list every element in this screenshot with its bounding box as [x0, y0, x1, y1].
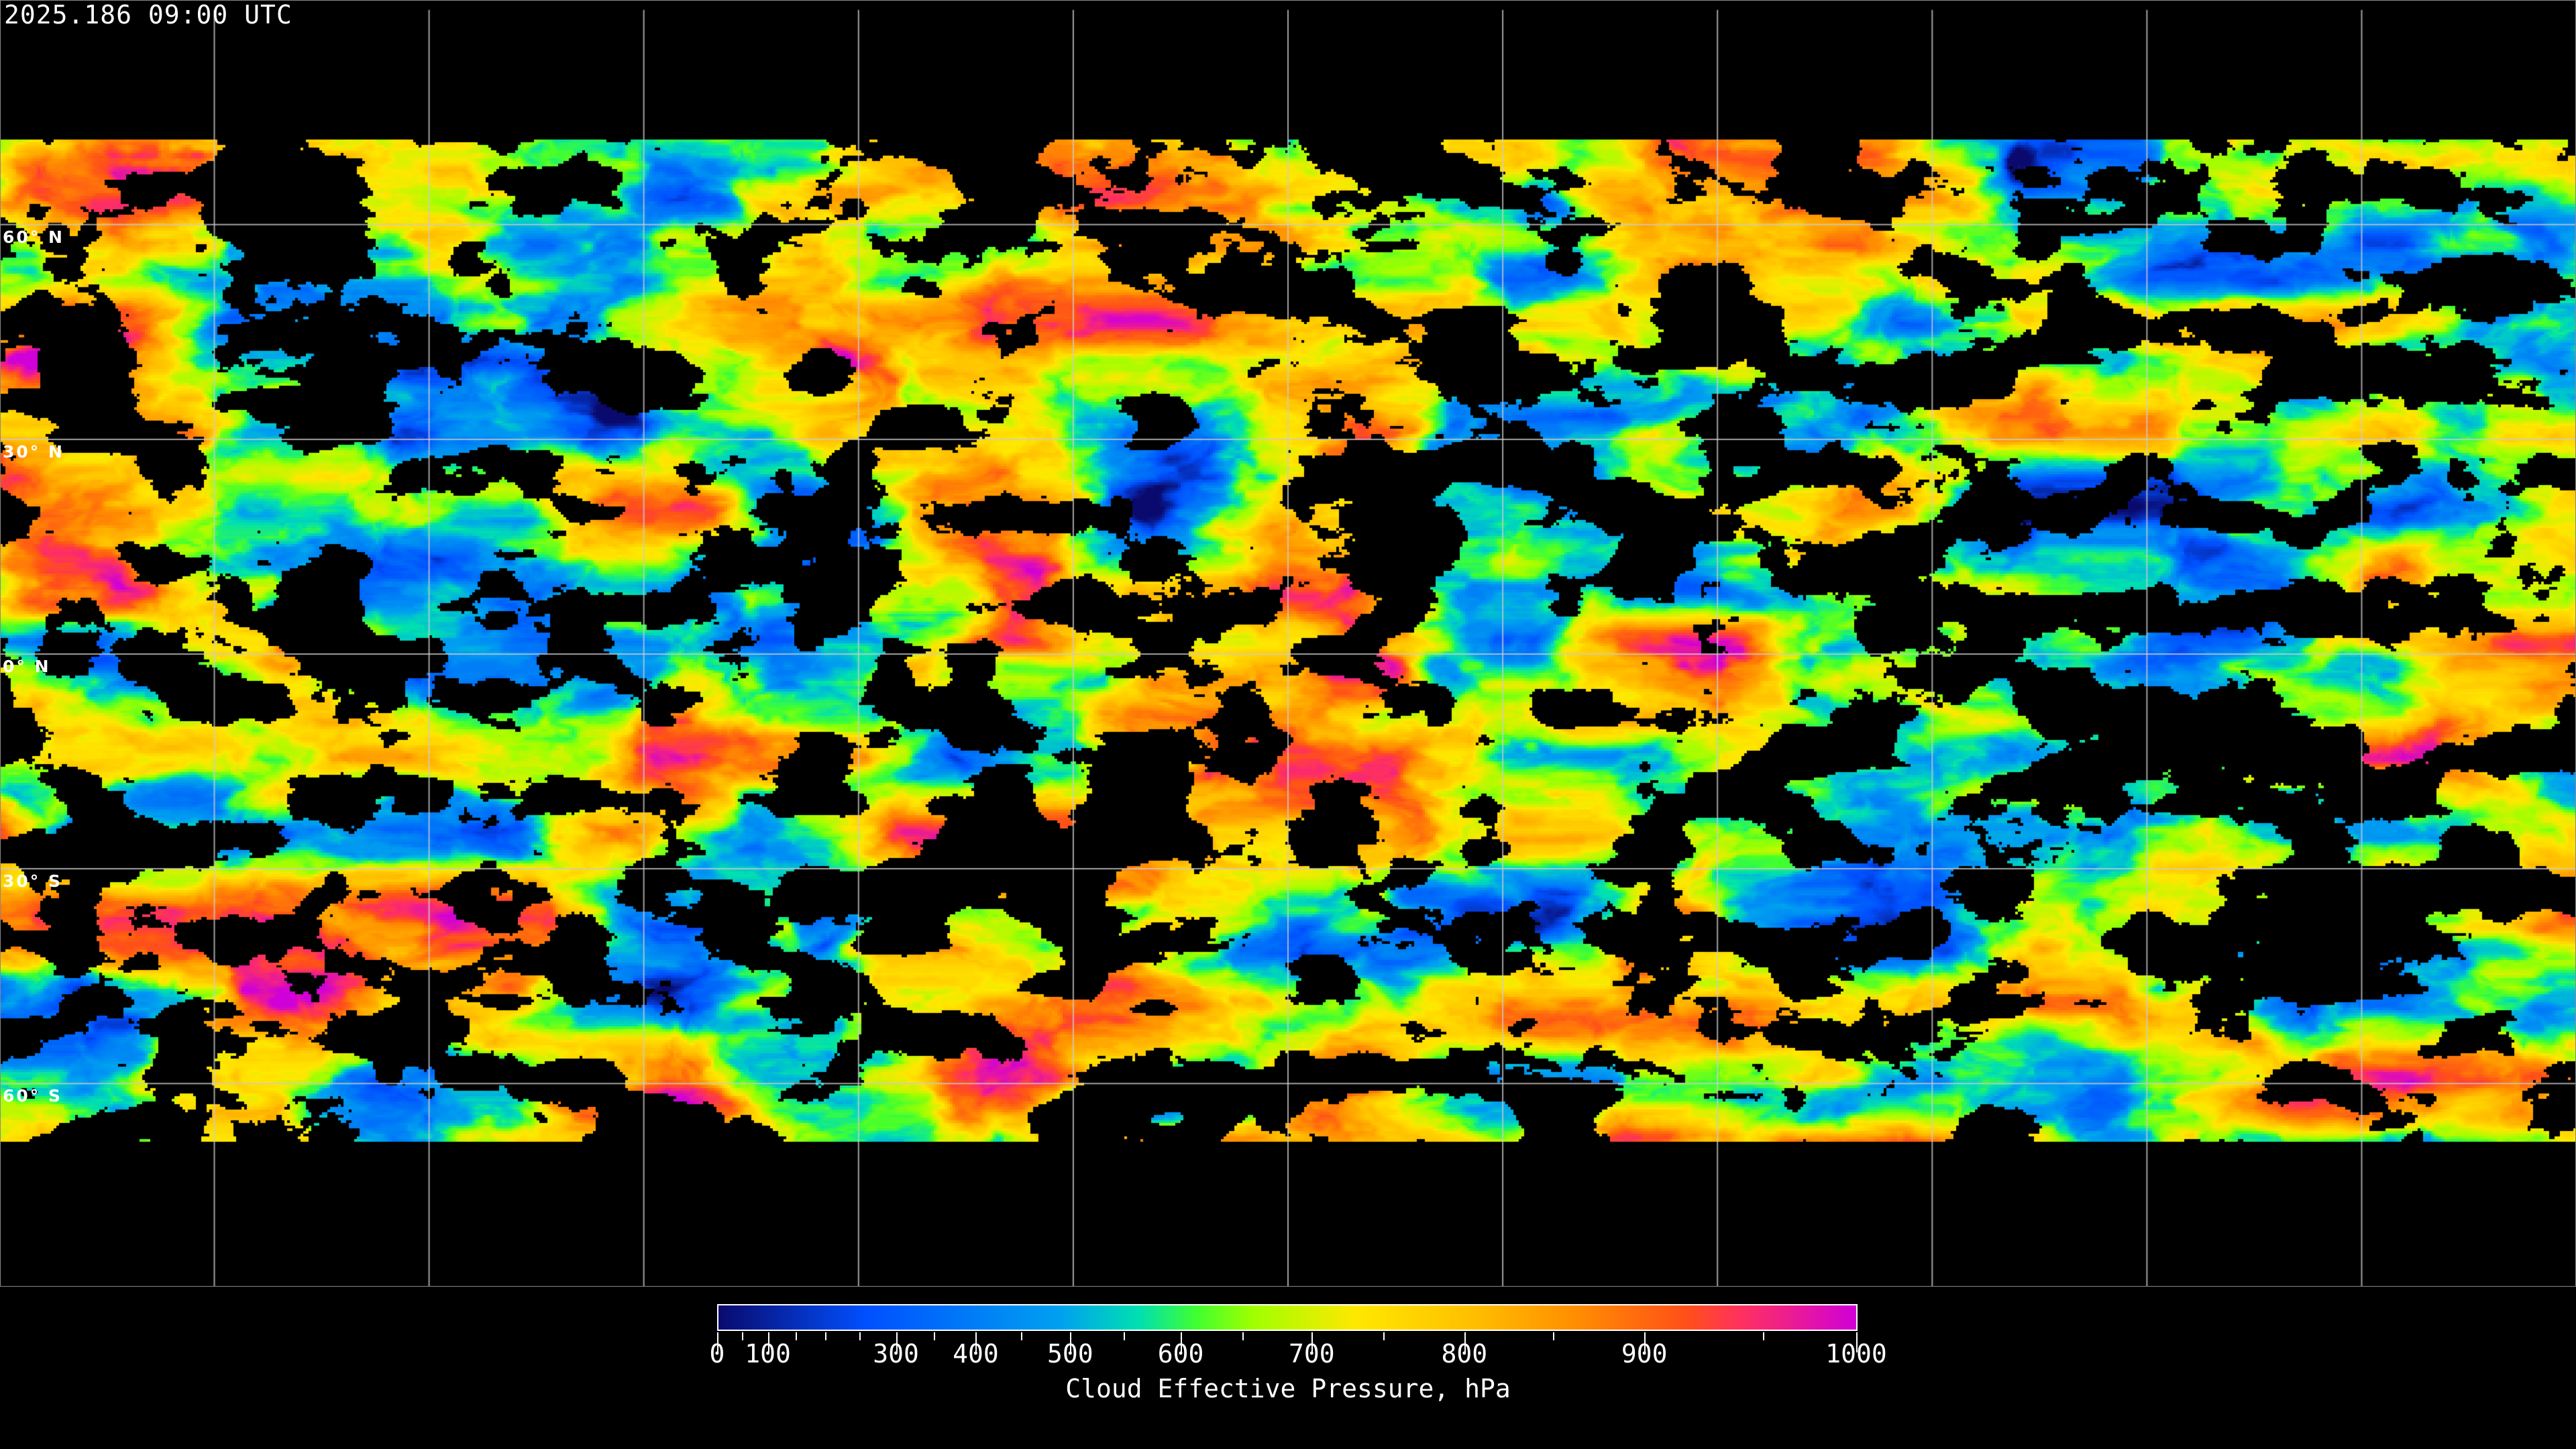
colorbar-tick	[1762, 1332, 1764, 1340]
colorbar-tick	[1311, 1332, 1313, 1352]
colorbar-tick-label: 100	[745, 1339, 791, 1368]
colorbar-tick	[767, 1332, 769, 1352]
colorbar-tick-label: 0	[709, 1339, 725, 1368]
colorbar-tick	[742, 1332, 744, 1340]
colorbar-tick	[1242, 1332, 1244, 1340]
colorbar-tick	[896, 1332, 898, 1352]
colorbar-tick	[1124, 1332, 1126, 1340]
colorbar-tick	[1383, 1332, 1385, 1340]
colorbar-tick-label: 800	[1441, 1339, 1488, 1368]
colorbar-tick-label: 300	[873, 1339, 919, 1368]
latitude-label: 60° N	[3, 227, 64, 247]
colorbar-tick	[859, 1332, 861, 1340]
latitude-label: 0° N	[3, 657, 51, 676]
colorbar	[717, 1304, 1858, 1331]
colorbar-tick-label: 900	[1621, 1339, 1668, 1368]
colorbar-tick-label: 400	[953, 1339, 999, 1368]
colorbar-tick-label: 700	[1289, 1339, 1335, 1368]
colorbar-tick	[933, 1332, 935, 1340]
timestamp-title: 2025.186 09:00 UTC	[4, 0, 292, 30]
colorbar-tick	[1070, 1332, 1072, 1352]
cloud-pressure-map	[0, 0, 2576, 1287]
colorbar-tick	[825, 1332, 827, 1340]
colorbar-tick	[975, 1332, 977, 1352]
colorbar-tick	[1021, 1332, 1023, 1340]
colorbar-tick	[1181, 1332, 1183, 1352]
colorbar-tick	[1856, 1332, 1858, 1352]
colorbar-tick-label: 1000	[1825, 1339, 1887, 1368]
colorbar-label: Cloud Effective Pressure, hPa	[1065, 1374, 1511, 1403]
latitude-label: 30° S	[3, 871, 62, 892]
colorbar-tick	[796, 1332, 798, 1340]
colorbar-tick-label: 600	[1157, 1339, 1204, 1368]
colorbar-tick	[1464, 1332, 1466, 1352]
colorbar-tick-label: 500	[1047, 1339, 1093, 1368]
latitude-label: 30° N	[3, 441, 64, 462]
colorbar-tick	[1553, 1332, 1555, 1340]
colorbar-tick	[1644, 1332, 1646, 1352]
latitude-label: 60° S	[3, 1086, 62, 1106]
colorbar-tick	[717, 1332, 718, 1352]
